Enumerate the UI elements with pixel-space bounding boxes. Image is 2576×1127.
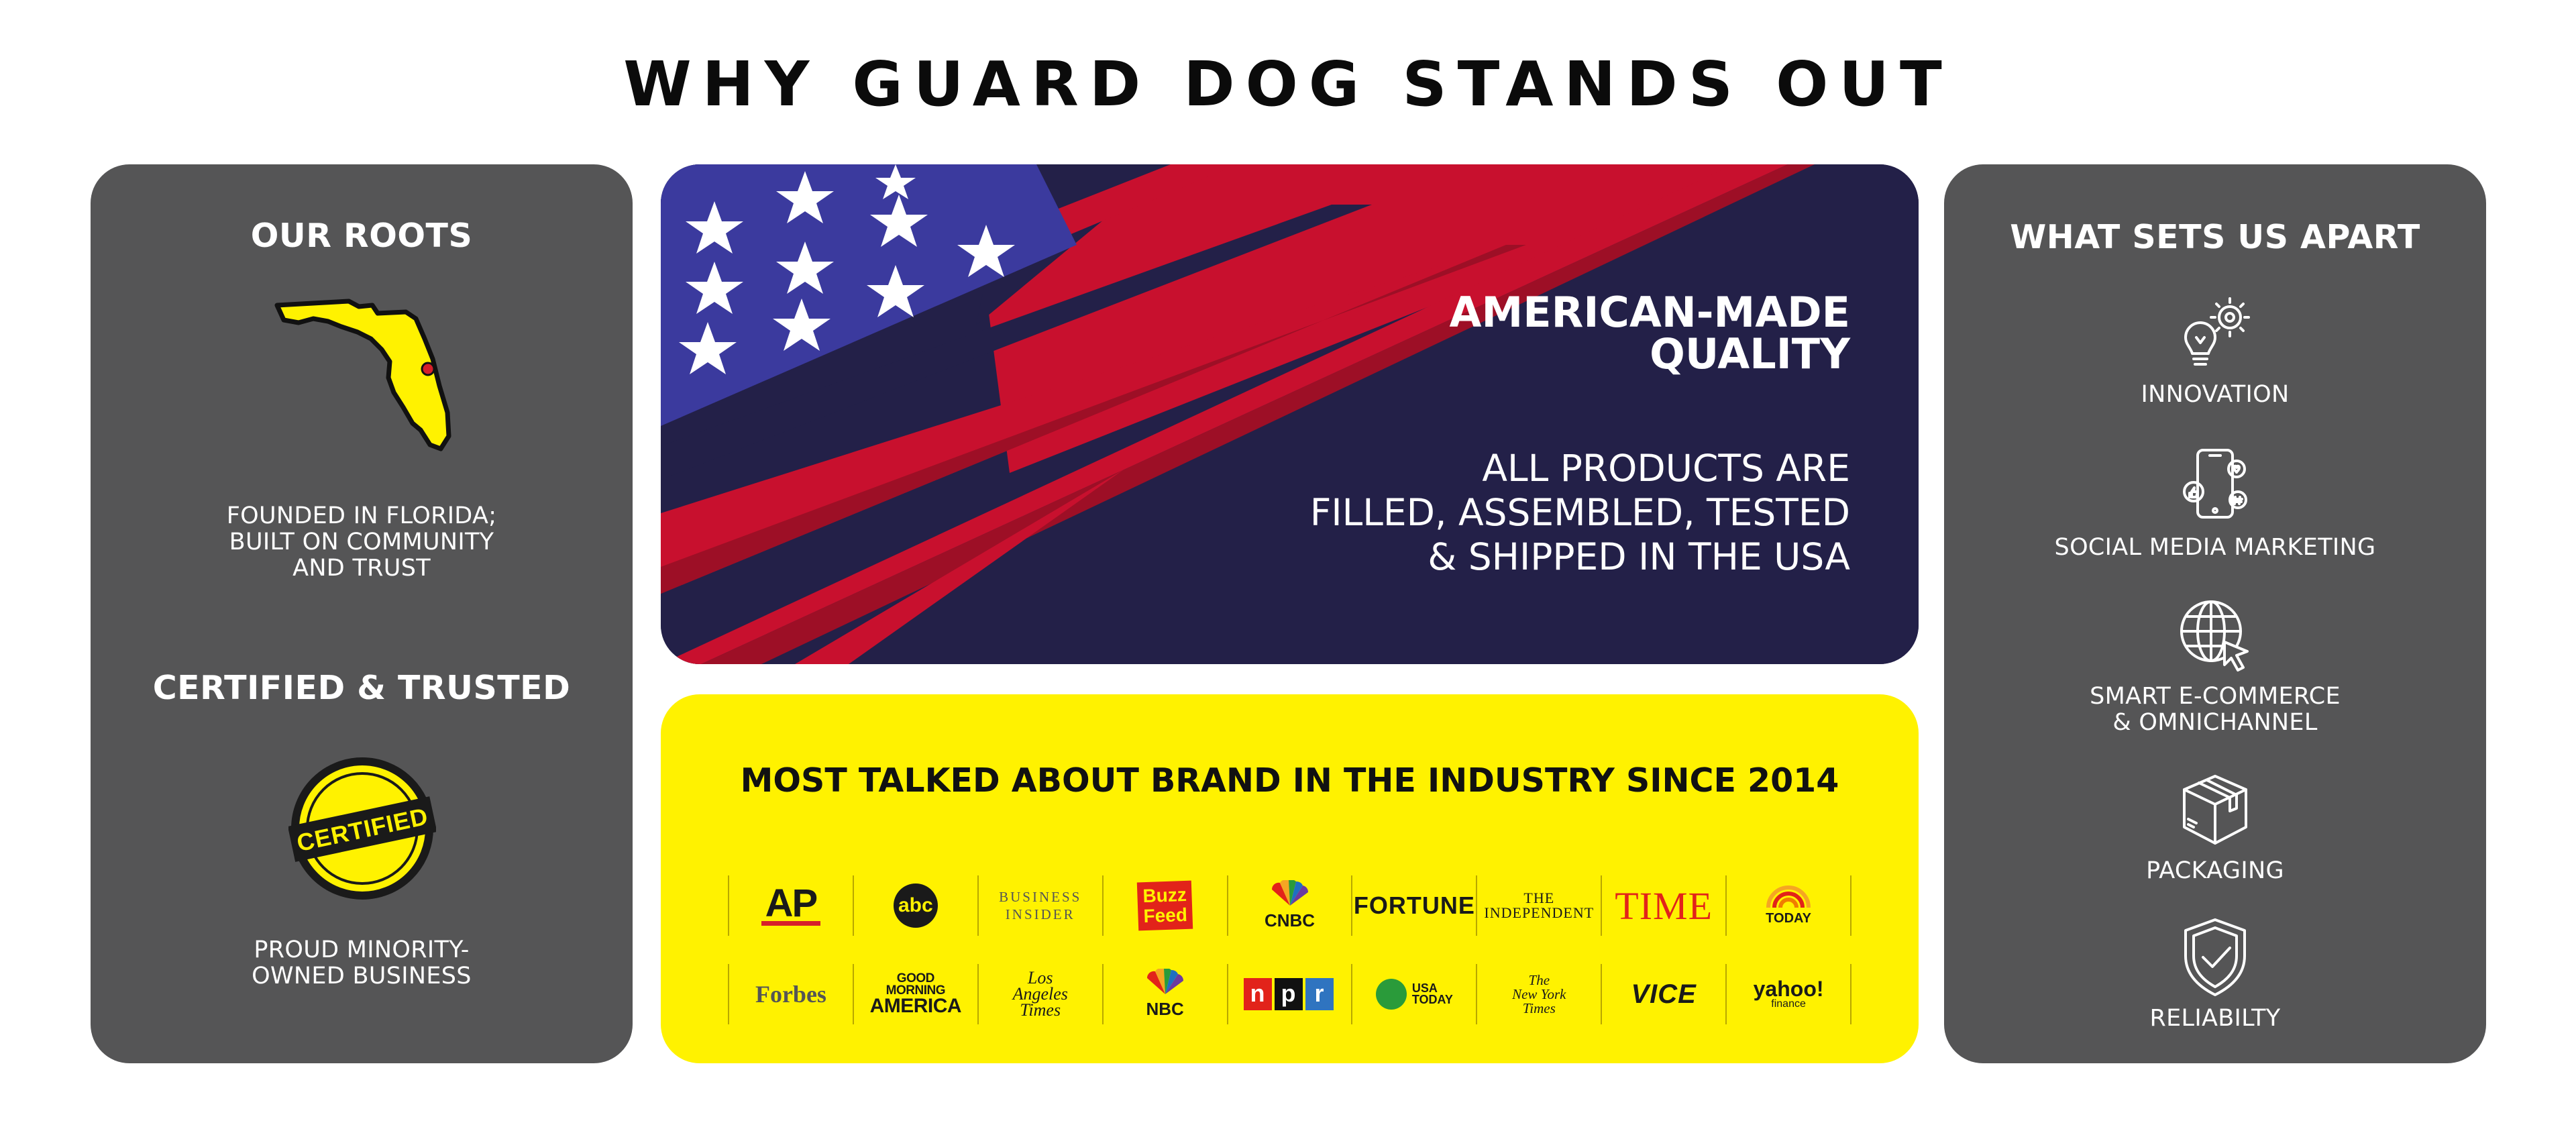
today-logo: TODAY: [1725, 875, 1852, 936]
globe-cursor-icon: [2180, 600, 2249, 672]
usa-today-dot-icon: [1375, 979, 1407, 1010]
nbc-peacock-icon: [1146, 968, 1183, 994]
smart-ecommerce-label: SMART E-COMMERCE & OMNICHANNEL: [2090, 683, 2341, 736]
american-flag-graphic: [661, 164, 1919, 664]
ap-logo: AP: [728, 875, 853, 936]
forbes-logo: Forbes: [728, 964, 853, 1024]
vice-logo: VICE: [1601, 964, 1725, 1024]
nbc-logo: NBC: [1102, 964, 1227, 1024]
feature-innovation: INNOVATION: [1944, 292, 2486, 408]
package-box-icon: [2183, 775, 2247, 845]
abc-logo: abc: [852, 875, 977, 936]
packaging-label: PACKAGING: [2146, 857, 2284, 884]
american-made-body: ALL PRODUCTS ARE FILLED, ASSEMBLED, TEST…: [1309, 447, 1850, 578]
feature-reliability: RELIABILTY: [1944, 916, 2486, 1032]
sets-apart-heading: WHAT SETS US APART: [2010, 218, 2420, 256]
sunrise-icon: [1766, 885, 1811, 908]
florida-map-icon: [274, 299, 451, 451]
innovation-label: INNOVATION: [2141, 381, 2290, 408]
certified-heading: CERTIFIED & TRUSTED: [152, 669, 571, 707]
npr-logo: n p r: [1226, 964, 1352, 1024]
social-media-icon: [2183, 449, 2247, 519]
american-made-heading: AMERICAN-MADE QUALITY: [1449, 288, 1850, 378]
certified-seal-icon: CERTIFIED: [288, 757, 436, 900]
new-york-times-logo: The New York Times: [1476, 964, 1601, 1024]
good-morning-america-logo: GOOD MORNING AMERICA: [852, 964, 977, 1024]
cnbc-logo: CNBC: [1226, 875, 1352, 936]
what-sets-us-apart-panel: WHAT SETS US APART INNOVATION SOCIAL MED…: [1944, 164, 2486, 1063]
flag-stars: [679, 164, 1015, 374]
los-angeles-times-logo: Los Angeles Times: [977, 964, 1102, 1024]
peacock-icon: [1271, 879, 1308, 906]
our-roots-heading: OUR ROOTS: [250, 217, 473, 255]
independent-logo: THE INDEPENDENT: [1476, 875, 1601, 936]
feature-smart-ecommerce: SMART E-COMMERCE & OMNICHANNEL: [1944, 594, 2486, 736]
our-roots-text: FOUNDED IN FLORIDA; BUILT ON COMMUNITY A…: [226, 502, 497, 582]
press-logos-row-2: Forbes GOOD MORNING AMERICA Los Angeles …: [728, 964, 1852, 1024]
time-logo: TIME: [1601, 875, 1725, 936]
feature-social-media: SOCIAL MEDIA MARKETING: [1944, 445, 2486, 561]
american-made-panel: AMERICAN-MADE QUALITY ALL PRODUCTS ARE F…: [661, 164, 1919, 664]
our-roots-panel: OUR ROOTS FOUNDED IN FLORIDA; BUILT ON C…: [91, 164, 633, 1063]
social-media-label: SOCIAL MEDIA MARKETING: [2054, 534, 2376, 561]
page-title: WHY GUARD DOG STANDS OUT: [623, 48, 1953, 120]
usa-today-logo: USA TODAY: [1351, 964, 1476, 1024]
minority-owned-text: PROUD MINORITY- OWNED BUSINESS: [252, 936, 472, 989]
press-logos-row-1: AP abc BUSINESS INSIDER Buzz Feed CNBC F…: [728, 875, 1852, 936]
innovation-icon: [2184, 297, 2250, 366]
press-panel: MOST TALKED ABOUT BRAND IN THE INDUSTRY …: [661, 694, 1919, 1063]
reliability-label: RELIABILTY: [2149, 1005, 2281, 1032]
fortune-logo: FORTUNE: [1351, 875, 1476, 936]
shield-check-icon: [2184, 918, 2246, 996]
yahoo-finance-logo: yahoo! finance: [1725, 964, 1852, 1024]
press-heading: MOST TALKED ABOUT BRAND IN THE INDUSTRY …: [740, 761, 1839, 800]
business-insider-logo: BUSINESS INSIDER: [977, 875, 1102, 936]
feature-packaging: PACKAGING: [1944, 768, 2486, 884]
buzzfeed-logo: Buzz Feed: [1102, 875, 1227, 936]
